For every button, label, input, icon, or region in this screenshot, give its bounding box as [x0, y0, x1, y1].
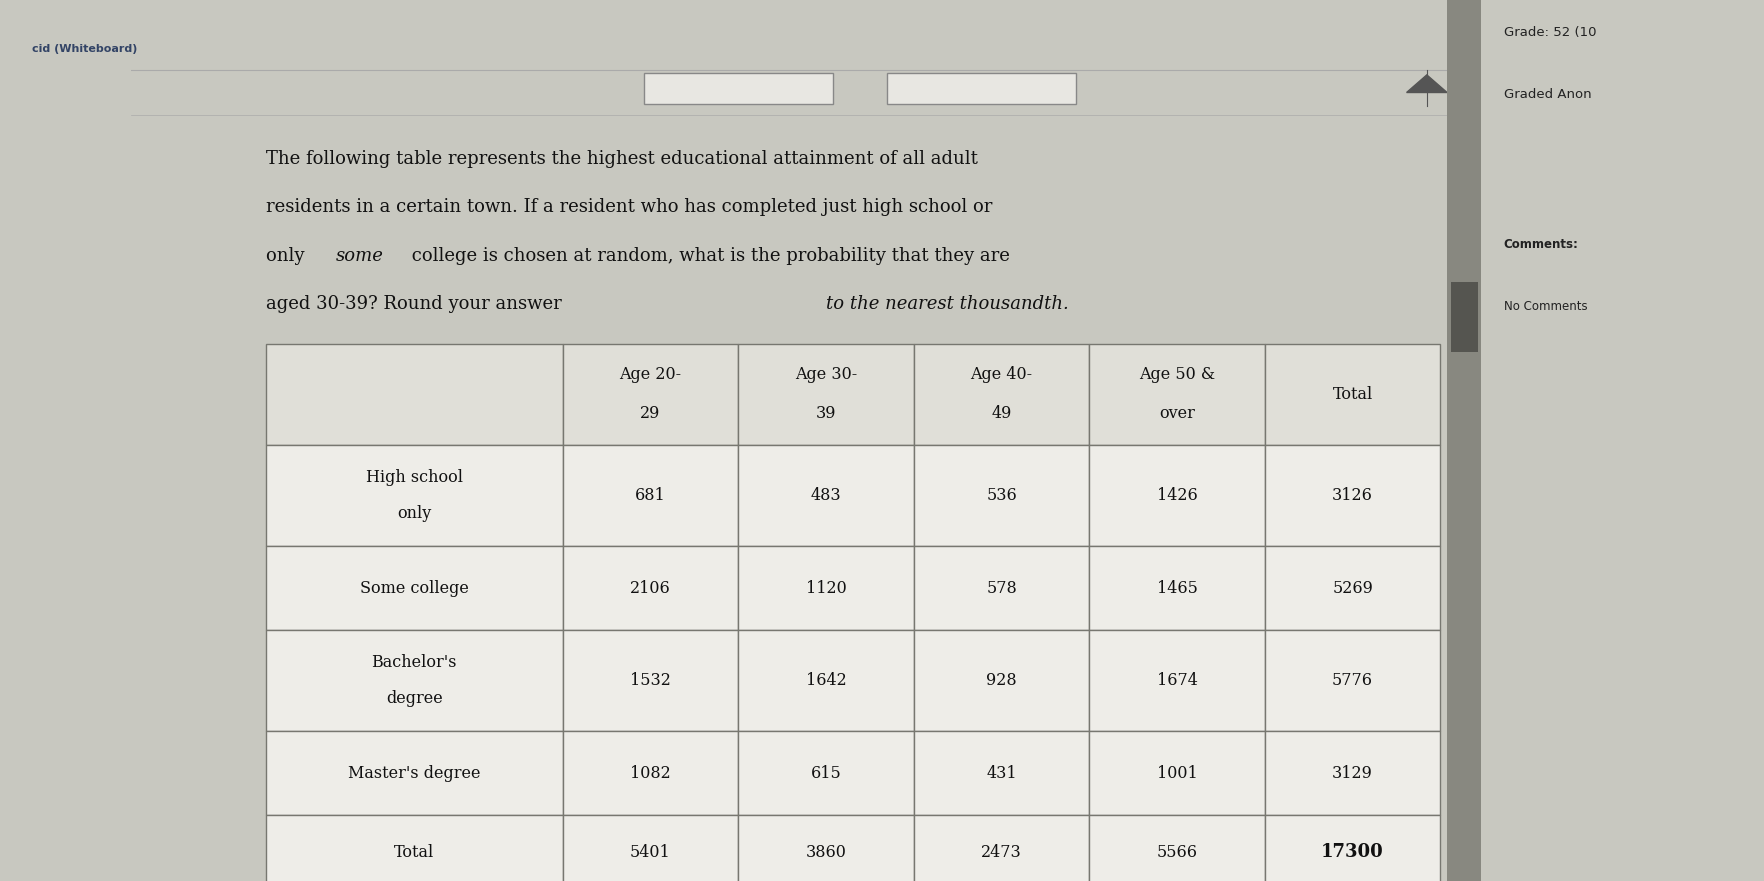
Text: Total: Total [393, 844, 434, 861]
Text: 1120: 1120 [804, 580, 847, 596]
Bar [1265, 445, 1439, 546]
Bar [266, 445, 563, 546]
Bar [886, 72, 1076, 103]
Text: Bachelor's: Bachelor's [370, 655, 457, 671]
Bar [737, 344, 914, 445]
Bar [1088, 445, 1265, 546]
Text: 3860: 3860 [804, 844, 847, 861]
Bar [1088, 815, 1265, 881]
Bar [1265, 815, 1439, 881]
Polygon shape [1406, 75, 1446, 93]
Text: Some college: Some college [360, 580, 467, 596]
Text: only: only [397, 505, 430, 522]
Bar [1088, 546, 1265, 630]
Text: 39: 39 [815, 405, 836, 422]
Bar [914, 546, 1088, 630]
Bar [914, 731, 1088, 815]
Text: Comments:: Comments: [1503, 238, 1577, 251]
Bar [1088, 630, 1265, 731]
Bar [644, 72, 833, 103]
Bar [266, 546, 563, 630]
Bar [563, 344, 737, 445]
Text: 536: 536 [986, 487, 1016, 504]
Text: 1674: 1674 [1155, 672, 1196, 689]
Text: 928: 928 [986, 672, 1016, 689]
Text: 1426: 1426 [1155, 487, 1196, 504]
Bar [1265, 546, 1439, 630]
Bar [1265, 731, 1439, 815]
Bar [737, 731, 914, 815]
Text: to the nearest thousandth.: to the nearest thousandth. [826, 295, 1069, 313]
Bar [1450, 282, 1476, 352]
Bar [737, 445, 914, 546]
Text: 5566: 5566 [1155, 844, 1196, 861]
Text: 3129: 3129 [1332, 765, 1372, 781]
Text: Age 50 &: Age 50 & [1138, 366, 1214, 383]
Bar [914, 344, 1088, 445]
Text: 5776: 5776 [1332, 672, 1372, 689]
Text: degree: degree [386, 690, 443, 707]
Text: Total: Total [1332, 386, 1372, 403]
Text: Graded Anon: Graded Anon [1503, 88, 1591, 101]
Text: Age 40-: Age 40- [970, 366, 1032, 383]
Bar [737, 630, 914, 731]
Text: 1001: 1001 [1155, 765, 1196, 781]
Bar [1446, 0, 1480, 881]
Text: No Comments: No Comments [1503, 300, 1586, 313]
Bar [737, 546, 914, 630]
Bar [563, 731, 737, 815]
Text: 681: 681 [635, 487, 665, 504]
Text: residents in a certain town. If a resident who has completed just high school or: residents in a certain town. If a reside… [266, 198, 991, 216]
Text: 1642: 1642 [804, 672, 847, 689]
Text: Master's degree: Master's degree [348, 765, 480, 781]
Text: Age 20-: Age 20- [619, 366, 681, 383]
Text: 1532: 1532 [630, 672, 670, 689]
Text: only: only [266, 247, 310, 264]
Text: over: over [1159, 405, 1194, 422]
Text: High school: High school [365, 470, 462, 486]
Text: 483: 483 [810, 487, 841, 504]
Text: cid (Whiteboard): cid (Whiteboard) [32, 44, 138, 54]
Text: Age 30-: Age 30- [794, 366, 857, 383]
Text: 49: 49 [991, 405, 1011, 422]
Bar [266, 731, 563, 815]
Bar [737, 815, 914, 881]
Text: 5269: 5269 [1332, 580, 1372, 596]
Text: The following table represents the highest educational attainment of all adult: The following table represents the highe… [266, 150, 977, 167]
Text: 1082: 1082 [630, 765, 670, 781]
Bar [1265, 344, 1439, 445]
Text: Grade: 52 (10: Grade: 52 (10 [1503, 26, 1595, 40]
Text: 615: 615 [810, 765, 841, 781]
Text: 2106: 2106 [630, 580, 670, 596]
Bar [563, 445, 737, 546]
Text: 3126: 3126 [1332, 487, 1372, 504]
Bar [563, 546, 737, 630]
Text: aged 30-39? Round your answer: aged 30-39? Round your answer [266, 295, 566, 313]
Bar [914, 630, 1088, 731]
Bar [914, 815, 1088, 881]
Text: 5401: 5401 [630, 844, 670, 861]
Text: 431: 431 [986, 765, 1016, 781]
Text: 578: 578 [986, 580, 1016, 596]
Bar [563, 630, 737, 731]
Bar [1088, 731, 1265, 815]
Text: some: some [335, 247, 383, 264]
Text: 17300: 17300 [1321, 843, 1383, 862]
Text: college is chosen at random, what is the probability that they are: college is chosen at random, what is the… [406, 247, 1009, 264]
Text: 1465: 1465 [1155, 580, 1196, 596]
Bar [266, 344, 563, 445]
Text: 29: 29 [640, 405, 660, 422]
Bar [563, 815, 737, 881]
Bar [914, 445, 1088, 546]
Bar [1265, 630, 1439, 731]
Bar [1088, 344, 1265, 445]
Bar [266, 815, 563, 881]
Text: 2473: 2473 [981, 844, 1021, 861]
Bar [266, 630, 563, 731]
